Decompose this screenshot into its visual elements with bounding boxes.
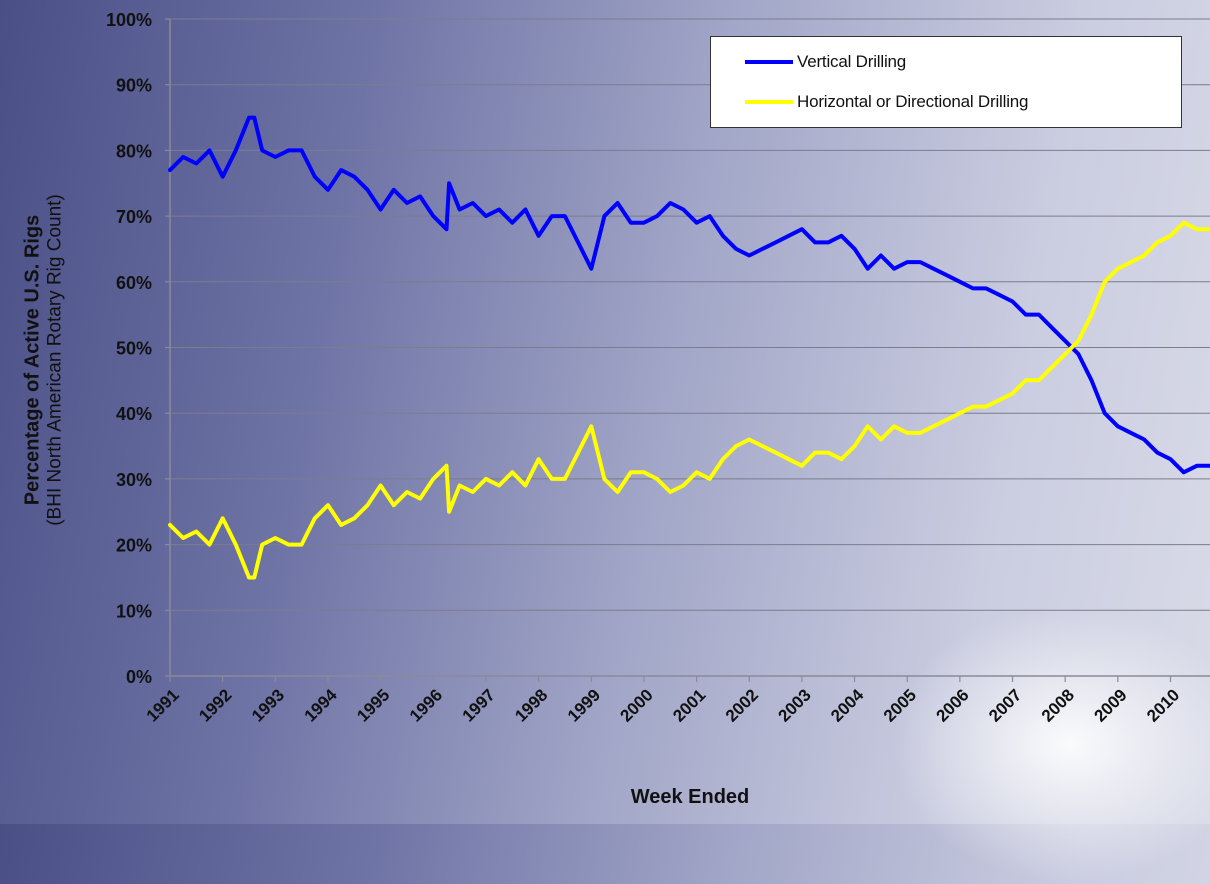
y-tick-label: 30% [116,470,152,490]
x-tick-label: 1991 [143,685,183,725]
x-tick-label: 2008 [1038,685,1078,725]
x-tick-label: 2000 [617,685,657,725]
y-tick-label: 10% [116,601,152,621]
y-tick-label: 50% [116,339,152,359]
series-line-1 [168,220,1210,580]
x-tick-labels: 1991 1992 1993 1994 1995 1996 1997 1998 1999 2000… [143,676,1183,726]
x-tick-label: 1995 [353,685,393,725]
x-tick-label: 2009 [1090,685,1130,725]
x-tick-label: 1996 [406,685,446,725]
legend-swatch-vertical [745,60,793,64]
y-axis-title-main: Percentage of Active U.S. Rigs [21,214,44,506]
x-tick-label: 1994 [301,685,342,726]
x-axis-title: Week Ended [630,786,750,808]
y-tick-label: 90% [116,76,152,96]
y-tick-label: 80% [116,141,152,161]
y-axis-title-sub: (BHI North American Rotary Rig Count) [44,194,66,526]
legend-swatch-horizontal [745,100,793,104]
series-line-0 [168,115,1210,475]
x-tick-label: 1992 [195,685,235,725]
x-tick-label: 2005 [880,685,920,725]
x-tick-label: 2007 [985,685,1025,725]
y-tick-labels: 0% 10% 20% 30% 40% 50% 60% 70% 80% 90% 100% [106,10,170,687]
x-tick-label: 1993 [248,685,288,725]
x-tick-label: 1999 [564,685,604,725]
legend-item-horizontal: Horizontal or Directional Drilling [711,87,1028,117]
x-tick-label: 2002 [722,685,762,725]
y-tick-label: 40% [116,404,152,424]
y-tick-label: 0% [126,667,152,687]
series-lines [168,115,1210,580]
y-tick-label: 60% [116,273,152,293]
y-tick-label: 100% [106,10,152,30]
x-tick-label: 1997 [459,685,499,725]
x-tick-label: 2010 [1143,685,1183,725]
legend: Vertical Drilling Horizontal or Directio… [710,36,1182,128]
x-tick-label: 2004 [827,685,868,726]
x-tick-label: 2001 [669,685,709,725]
x-tick-label: 2003 [775,685,815,725]
x-tick-label: 2006 [933,685,973,725]
line-chart: 0%10%20%30%40%50%60%70%80%90%100% 1991 19… [106,10,1210,726]
y-tick-label: 70% [116,207,152,227]
legend-label-horizontal: Horizontal or Directional Drilling [797,92,1029,111]
y-axis-title: Percentage of Active U.S. Rigs (BHI Nort… [0,100,80,620]
x-tick-label: 1998 [511,685,551,725]
legend-label-vertical: Vertical Drilling [797,52,907,71]
legend-item-vertical: Vertical Drilling [711,47,906,77]
y-tick-label: 20% [116,536,152,556]
